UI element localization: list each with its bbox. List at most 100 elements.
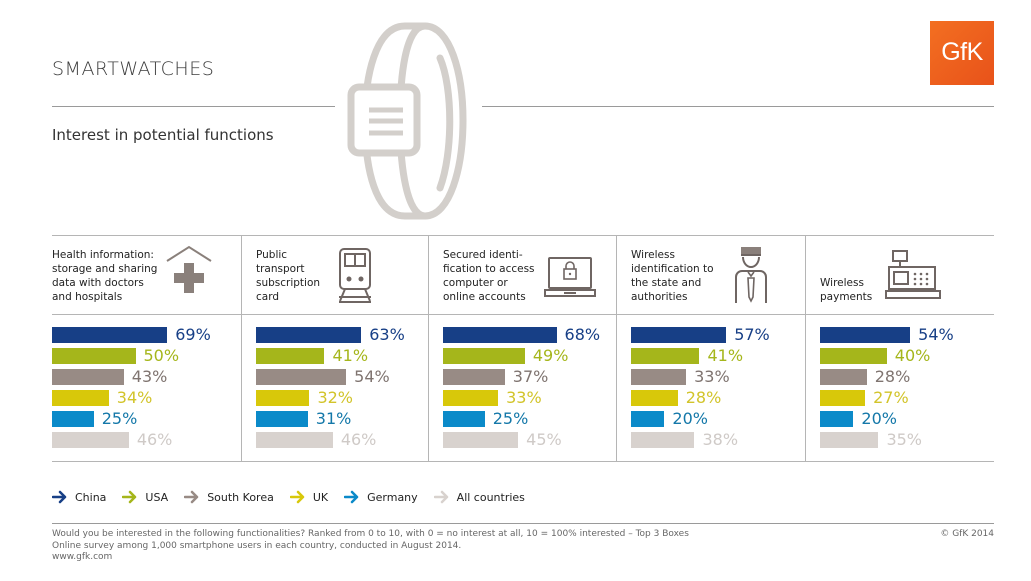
bar-value-label: 54% <box>918 325 954 344</box>
page-subtitle: Interest in potential functions <box>52 126 274 144</box>
hospital-cross-icon <box>164 245 214 299</box>
bar-value-label: 46% <box>340 430 377 449</box>
bar-uk <box>820 390 866 406</box>
bar-china <box>443 327 557 343</box>
category-label-line: subscription <box>256 277 321 289</box>
bar-value-label: 68% <box>564 325 601 344</box>
category-label-line: Health information: <box>52 249 154 261</box>
header-row-divider <box>52 314 994 315</box>
bar-uk <box>256 390 310 406</box>
bar-germany <box>820 411 854 427</box>
legend-label: USA <box>145 490 169 504</box>
bar-china <box>256 327 362 343</box>
bar-germany <box>631 411 665 427</box>
legend-label: Germany <box>367 490 418 504</box>
category-label: Secured identi-fication to access compute… <box>443 248 535 304</box>
bar-value-label: 28% <box>874 367 911 386</box>
category-column: Health information: storage and sharing da… <box>52 235 241 461</box>
legend: China USA South Korea UK Germany All countrie… <box>52 490 525 504</box>
bar-value-label: 34% <box>116 388 153 407</box>
column-divider <box>428 235 429 461</box>
category-column: Secured identi-fication to access compute… <box>428 235 616 461</box>
bar-germany <box>256 411 308 427</box>
bar-usa <box>52 348 136 364</box>
legend-item: All countries <box>433 490 525 504</box>
category-label-line: and hospitals <box>52 291 123 303</box>
category-label: Public transport subscription card <box>256 248 320 304</box>
copyright: © GfK 2014 <box>940 529 994 539</box>
bar-value-label: 31% <box>315 409 352 428</box>
bar-value-label: 57% <box>734 325 770 344</box>
category-label: Wireless identification to the state and au… <box>631 248 714 304</box>
bar-all-countries <box>631 432 695 448</box>
bar-germany <box>443 411 485 427</box>
column-divider <box>241 235 242 461</box>
category-label-line: the state and <box>631 277 702 289</box>
chart-grid <box>52 235 994 462</box>
bar-usa <box>631 348 700 364</box>
legend-arrow-icon <box>122 490 137 504</box>
bar-value-label: 20% <box>861 409 897 428</box>
category-label-line: authorities <box>631 291 688 303</box>
smartwatch-icon <box>347 22 467 220</box>
header-divider-right <box>482 106 994 107</box>
legend-item: Germany <box>344 490 418 504</box>
legend-arrow-icon <box>289 490 305 504</box>
laptop-lock-icon <box>544 255 596 303</box>
bar-value-label: 43% <box>131 367 168 386</box>
bar-value-label: 20% <box>672 409 708 428</box>
bar-value-label: 41% <box>332 346 369 365</box>
category-label-line: card <box>256 291 280 303</box>
legend-arrow-icon <box>52 490 67 504</box>
bar-value-label: 25% <box>101 409 138 428</box>
category-column: Public transport subscription card 63% 41% 54%… <box>241 235 428 461</box>
footnote-url: www.gfk.com <box>52 552 113 562</box>
category-label: Health information: storage and sharing da… <box>52 248 157 304</box>
bar-germany <box>52 411 94 427</box>
footnote-question: Would you be interested in the following… <box>52 529 689 539</box>
bar-uk <box>443 390 499 406</box>
bar-value-label: 32% <box>317 388 353 407</box>
category-label-line: data with doctors <box>52 277 144 289</box>
bar-usa <box>256 348 325 364</box>
footnote-methodology: Online survey among 1,000 smartphone use… <box>52 540 462 551</box>
officer-icon <box>733 245 769 309</box>
legend-arrow-icon <box>344 490 359 504</box>
category-label-line: Public <box>256 249 288 261</box>
bar-south-korea <box>820 369 867 385</box>
bar-value-label: 41% <box>707 346 744 365</box>
bar-all-countries <box>256 432 333 448</box>
legend-item: UK <box>289 490 329 504</box>
legend-label: All countries <box>456 490 525 504</box>
category-label-line: identification to <box>631 263 714 275</box>
category-label-line: transport <box>256 263 305 275</box>
legend-label: UK <box>312 490 329 504</box>
bar-usa <box>443 348 525 364</box>
bar-uk <box>631 390 678 406</box>
header-divider-left <box>52 106 335 107</box>
footnote: Would you be interested in the following… <box>52 529 689 564</box>
legend-arrow-icon <box>433 490 448 504</box>
train-icon <box>337 247 373 309</box>
legend-arrow-icon <box>184 490 199 504</box>
bar-uk <box>52 390 109 406</box>
bar-value-label: 28% <box>685 388 722 407</box>
bar-value-label: 25% <box>492 409 529 428</box>
bar-value-label: 38% <box>702 430 739 449</box>
category-label-line: Secured identi- <box>443 249 523 261</box>
bar-value-label: 50% <box>143 346 180 365</box>
bar-all-countries <box>52 432 129 448</box>
legend-item: USA <box>122 490 168 504</box>
legend-label: China <box>75 490 107 504</box>
category-label: Wireless payments <box>820 276 872 304</box>
bar-south-korea <box>631 369 687 385</box>
category-column: Wireless payments 54% 40% 28% 27% 20% 35% <box>805 235 994 461</box>
bar-all-countries <box>820 432 879 448</box>
column-divider <box>616 235 617 461</box>
bar-usa <box>820 348 887 364</box>
logo-text: GfK <box>941 38 983 66</box>
bar-all-countries <box>443 432 519 448</box>
category-label-line: payments <box>820 291 873 303</box>
column-divider <box>805 235 806 461</box>
category-label-line: Wireless <box>820 277 864 289</box>
